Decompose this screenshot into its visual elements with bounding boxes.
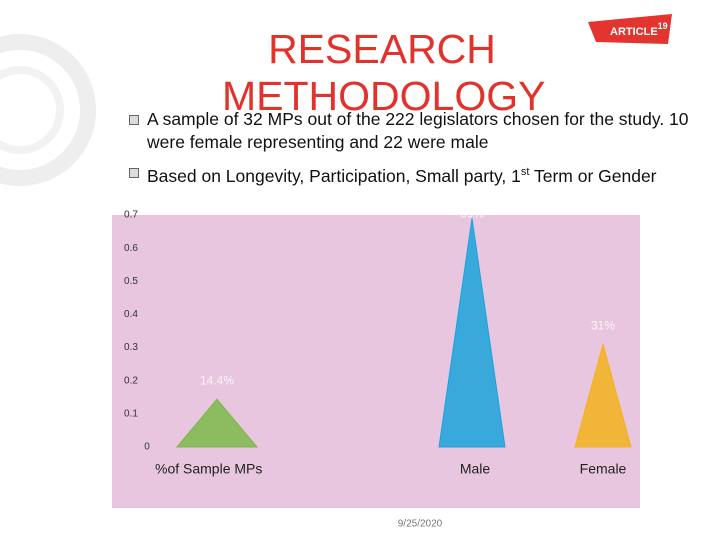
x-tick-label: %of Sample MPs — [155, 461, 262, 477]
bar — [574, 342, 632, 448]
footer: 9/25/2020 — [398, 519, 443, 530]
value-label: 14.4% — [200, 373, 234, 387]
y-tick-label: 0.6 — [124, 243, 138, 254]
value-label: 31% — [591, 318, 615, 332]
bar — [438, 218, 506, 448]
title: RESEARCH METHODOLOGY — [222, 26, 546, 119]
logo-shape — [588, 14, 672, 44]
bullet: A sample of 32 MPs out of the 222 legisl… — [129, 108, 707, 154]
y-tick-label: 0 — [144, 442, 150, 453]
y-tick-label: 0.2 — [124, 375, 138, 386]
bullet-text: st — [520, 166, 530, 178]
x-tick-label: Female — [580, 461, 627, 477]
y-tick-label: 0.4 — [124, 309, 138, 320]
bullet: Based on Longevity, Participation, Small… — [129, 161, 707, 188]
bullet-text: Term or Gender — [529, 165, 657, 186]
plot-area — [112, 215, 640, 508]
bullet-text: A sample of 32 MPs out of the 222 legisl… — [147, 109, 689, 152]
logo: ARTICLE19 — [610, 21, 668, 38]
x-tick-label: Male — [460, 461, 491, 477]
bullet-text: Based on Longevity, Participation, Small… — [147, 165, 521, 186]
y-tick-label: 0.3 — [124, 342, 138, 353]
value-label: 69% — [460, 206, 484, 220]
y-tick-label: 0.1 — [124, 408, 138, 419]
decor — [0, 66, 64, 154]
logo-sup: 19 — [658, 21, 668, 31]
y-tick-label: 0.7 — [124, 210, 138, 221]
decor — [0, 34, 96, 186]
y-tick-label: 0.5 — [124, 276, 138, 287]
logo-text: ARTICLE — [610, 26, 658, 38]
bar — [175, 398, 259, 448]
